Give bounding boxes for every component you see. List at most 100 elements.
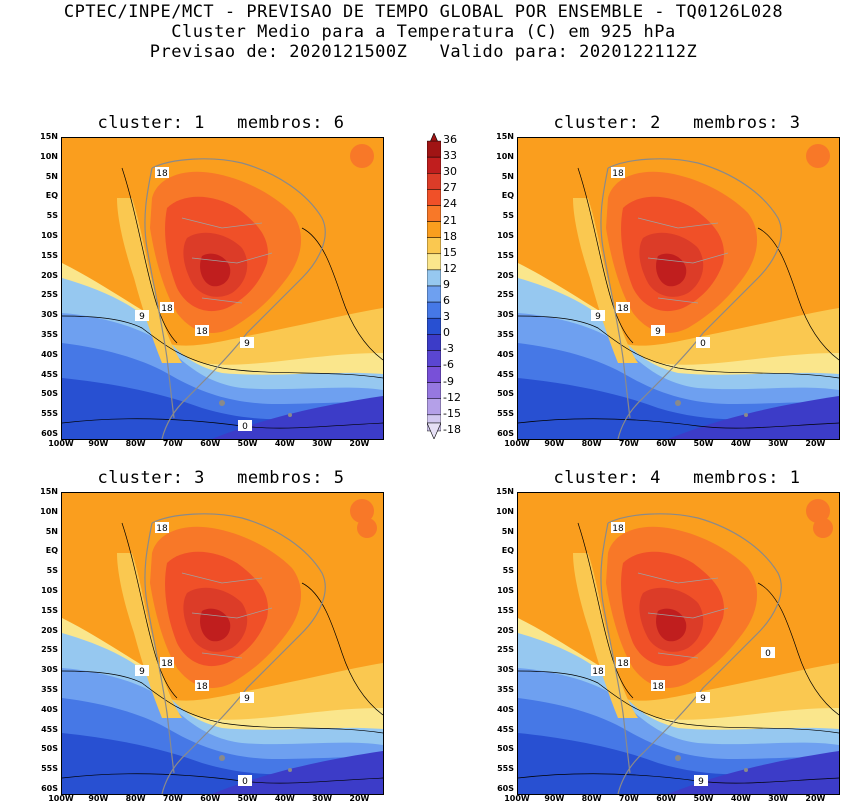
y-tick-label: 35S	[41, 330, 58, 339]
svg-text:0: 0	[765, 649, 771, 659]
y-tick-label: 15S	[497, 605, 514, 615]
colorbar-label: 27	[443, 181, 457, 195]
y-tick-label: 35S	[497, 330, 514, 339]
y-tick-label: 50S	[41, 389, 58, 399]
y-tick-label: 25S	[41, 645, 58, 655]
x-tick-label: 80W	[581, 794, 602, 803]
colorbar-label: 21	[443, 213, 457, 227]
y-tick-label: 30S	[41, 310, 58, 320]
temperature-map-2: 18 18 9 9 0	[518, 138, 839, 439]
colorbar-segment	[427, 140, 441, 158]
x-tick-label: 50W	[693, 439, 714, 448]
y-tick-label: 30S	[497, 665, 514, 675]
y-tick-label: 10S	[41, 586, 58, 595]
svg-text:9: 9	[655, 327, 661, 337]
svg-text:18: 18	[161, 659, 173, 669]
y-tick-label: 40S	[41, 349, 58, 359]
x-tick-label: 70W	[618, 794, 639, 803]
y-tick-label: 50S	[497, 389, 514, 399]
svg-text:18: 18	[161, 304, 173, 314]
y-tick-label: 40S	[41, 704, 58, 714]
panel-1-title: cluster: 1 membros: 6	[97, 113, 345, 133]
y-tick-label: 15S	[41, 250, 58, 260]
x-tick-label: 40W	[274, 439, 295, 448]
colorbar-label: 3	[443, 310, 450, 324]
y-tick-label: 55S	[41, 409, 58, 419]
contour-label: 18	[591, 665, 605, 677]
colorbar-label: 0	[443, 326, 450, 340]
y-tick-label: 45S	[497, 724, 514, 734]
x-tick-label: 90W	[544, 439, 565, 448]
y-tick-label: 5N	[501, 171, 514, 181]
colorbar-label: 15	[443, 245, 457, 259]
contour-label: 0	[238, 775, 252, 787]
svg-text:18: 18	[592, 667, 604, 677]
x-tick-label: 50W	[237, 439, 258, 448]
svg-text:0: 0	[242, 422, 248, 432]
colorbar-segment	[427, 334, 441, 351]
contour-label: 18	[195, 325, 209, 337]
x-tick-label: 100W	[504, 439, 530, 448]
contour-label: 18	[616, 302, 630, 314]
map-panel-1: 18 18 18 9 9 0	[61, 137, 384, 440]
contour-label: 9	[135, 665, 149, 677]
y-tick-label: 10S	[497, 231, 514, 240]
colorbar-segment	[427, 189, 441, 206]
main-title: CPTEC/INPE/MCT - PREVISAO DE TEMPO GLOBA…	[63, 2, 784, 22]
x-tick-label: 30W	[768, 439, 789, 448]
y-tick-label: 10N	[40, 151, 58, 161]
colorbar-segment	[427, 366, 441, 383]
x-tick-label: 30W	[312, 439, 333, 448]
x-tick-label: 20W	[805, 439, 826, 448]
x-tick-label: 90W	[88, 439, 109, 448]
svg-text:18: 18	[652, 682, 664, 692]
y-tick-label: 15N	[496, 487, 514, 496]
svg-text:18: 18	[612, 169, 624, 179]
svg-text:18: 18	[617, 659, 629, 669]
y-tick-label: EQ	[45, 546, 58, 556]
contour-label: 9	[240, 692, 254, 704]
x-tick-label: 60W	[200, 794, 221, 803]
colorbar-segment	[427, 382, 441, 399]
colorbar-label: 33	[443, 149, 457, 163]
x-tick-label: 30W	[312, 794, 333, 803]
x-tick-label: 50W	[693, 794, 714, 803]
x-tick-label: 40W	[730, 794, 751, 803]
contour-label: 9	[651, 325, 665, 337]
svg-text:9: 9	[139, 312, 145, 322]
temperature-map-1: 18 18 18 9 9 0	[62, 138, 383, 439]
y-tick-label: EQ	[501, 191, 514, 201]
colorbar-segment	[427, 156, 441, 174]
colorbar-segment	[427, 301, 441, 319]
contour-label: 18	[616, 657, 630, 669]
colorbar-segment	[427, 173, 441, 190]
y-tick-label: 20S	[41, 625, 58, 635]
y-tick-label: 25S	[41, 290, 58, 300]
svg-text:0: 0	[700, 339, 706, 349]
x-tick-label: 80W	[125, 439, 146, 448]
svg-text:18: 18	[156, 524, 168, 534]
svg-text:9: 9	[698, 777, 704, 787]
x-tick-label: 100W	[48, 439, 74, 448]
svg-text:0: 0	[242, 777, 248, 787]
y-tick-label: 35S	[41, 685, 58, 694]
colorbar-segment	[427, 269, 441, 287]
colorbar-label: 24	[443, 197, 457, 211]
x-tick-label: 70W	[162, 794, 183, 803]
y-tick-label: EQ	[45, 191, 58, 201]
colorbar-label: -18	[443, 422, 461, 436]
subtitle-variable: Cluster Medio para a Temperatura (C) em …	[171, 22, 676, 42]
y-tick-label: 45S	[41, 724, 58, 734]
x-tick-label: 80W	[125, 794, 146, 803]
colorbar-segment	[427, 285, 441, 303]
y-tick-label: 10S	[497, 586, 514, 595]
panel-2-title: cluster: 2 membros: 3	[553, 113, 801, 133]
svg-text:9: 9	[244, 694, 250, 704]
contour-label: 0	[761, 647, 775, 659]
temperature-map-4: 18 18 18 18 9 9 0	[518, 493, 839, 794]
y-tick-label: 10S	[41, 231, 58, 240]
contour-label: 18	[651, 680, 665, 692]
colorbar-label: -12	[443, 390, 461, 404]
y-tick-label: 60S	[41, 429, 58, 438]
svg-text:9: 9	[139, 667, 145, 677]
